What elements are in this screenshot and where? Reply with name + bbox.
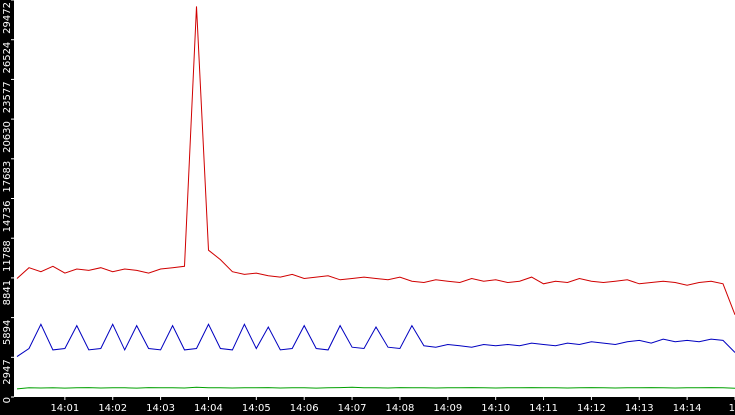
x-tick-label: 14:05 <box>242 403 271 414</box>
y-tick-label: 29472 <box>2 2 13 34</box>
x-tick-label: 14:11 <box>529 403 558 414</box>
x-tick-label: 14:06 <box>290 403 319 414</box>
x-tick-label: 14:12 <box>577 403 606 414</box>
x-tick-label: 14:04 <box>194 403 223 414</box>
y-tick-label: 8841 <box>2 280 13 305</box>
x-tick-label: 14:13 <box>625 403 654 414</box>
y-tick-label: 20630 <box>2 121 13 153</box>
x-axis-band <box>0 397 735 415</box>
x-tick-label: 14:03 <box>146 403 175 414</box>
y-tick-label: 17683 <box>2 161 13 193</box>
y-tick-label: 0 <box>2 397 13 403</box>
x-tick-label: 14 <box>729 403 735 414</box>
y-tick-label: 2947 <box>2 359 13 384</box>
series-line <box>16 323 735 358</box>
x-tick-label: 14:07 <box>338 403 367 414</box>
x-tick-label: 14:02 <box>98 403 127 414</box>
y-tick-label: 11788 <box>2 240 13 272</box>
y-axis-band <box>0 0 14 415</box>
x-tick-label: 14:08 <box>386 403 415 414</box>
series-line <box>16 6 735 315</box>
x-tick-label: 14:01 <box>50 403 79 414</box>
series-line <box>16 386 735 390</box>
y-tick-label: 5894 <box>2 320 13 345</box>
x-tick-label: 14:10 <box>481 403 510 414</box>
x-tick-label: 14:14 <box>673 403 702 414</box>
y-tick-label: 23577 <box>2 81 13 113</box>
x-tick-label: 14:09 <box>433 403 462 414</box>
y-tick-label: 14736 <box>2 201 13 233</box>
y-tick-label: 26524 <box>2 42 13 74</box>
